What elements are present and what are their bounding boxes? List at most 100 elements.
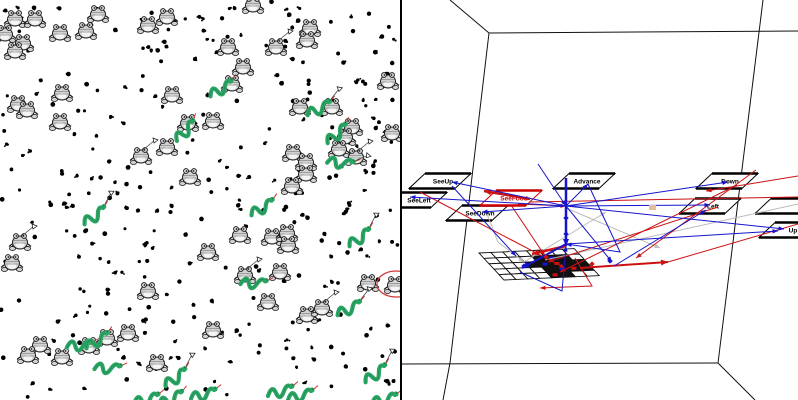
fly-sprite[interactable] [1, 112, 5, 117]
snake-sprite[interactable] [342, 211, 387, 249]
fly-sprite[interactable] [296, 6, 302, 11]
fly-sprite[interactable] [247, 322, 251, 326]
fly-sprite[interactable] [362, 366, 368, 372]
fly-sprite[interactable] [380, 354, 385, 358]
snake-sprite[interactable] [265, 381, 299, 400]
frog-sprite[interactable] [264, 28, 294, 56]
frog-sprite[interactable] [196, 243, 220, 261]
node-plate-seeup[interactable]: SeeUp [407, 172, 473, 190]
fly-sprite[interactable] [64, 229, 69, 233]
fly-sprite[interactable] [30, 220, 34, 224]
fly-sprite[interactable] [115, 190, 120, 196]
fly-sprite[interactable] [168, 356, 173, 360]
fly-sprite[interactable] [209, 298, 214, 304]
frog-sprite[interactable] [15, 101, 39, 119]
fly-sprite[interactable] [72, 132, 77, 137]
frog-sprite[interactable] [281, 144, 305, 162]
fly-sprite[interactable] [177, 279, 182, 284]
fly-sprite[interactable] [389, 140, 394, 144]
fly-sprite[interactable] [238, 207, 243, 211]
snake-sprite[interactable] [248, 193, 281, 218]
fly-sprite[interactable] [78, 287, 82, 291]
fly-sprite[interactable] [353, 80, 359, 85]
fly-sprite[interactable] [274, 72, 280, 78]
fly-sprite[interactable] [141, 46, 145, 51]
fly-sprite[interactable] [135, 208, 141, 213]
fly-sprite[interactable] [395, 243, 400, 247]
frog-sprite[interactable] [48, 24, 72, 42]
fly-sprite[interactable] [203, 346, 207, 351]
fly-sprite[interactable] [341, 60, 347, 65]
fly-sprite[interactable] [238, 145, 243, 150]
fly-sprite[interactable] [137, 259, 141, 264]
fly-sprite[interactable] [196, 14, 202, 19]
fly-sprite[interactable] [301, 116, 306, 122]
fly-sprite[interactable] [263, 141, 268, 146]
fly-sprite[interactable] [311, 357, 317, 362]
frog-sprite[interactable] [275, 224, 299, 242]
frog-sprite[interactable] [129, 137, 159, 165]
fly-sprite[interactable] [83, 228, 88, 234]
fly-sprite[interactable] [0, 307, 4, 312]
fly-sprite[interactable] [329, 254, 334, 259]
snake-sprite[interactable] [158, 351, 203, 389]
fly-sprite[interactable] [125, 164, 131, 170]
fly-sprite[interactable] [201, 28, 207, 33]
snake-sprite[interactable] [133, 389, 165, 400]
fly-sprite[interactable] [17, 188, 22, 192]
fly-sprite[interactable] [164, 44, 169, 49]
fly-sprite[interactable] [139, 88, 144, 93]
fly-sprite[interactable] [105, 291, 111, 296]
fly-sprite[interactable] [206, 177, 211, 183]
node-plate-unlabeled[interactable] [753, 197, 798, 215]
fly-sprite[interactable] [341, 211, 346, 216]
fly-sprite[interactable] [328, 344, 334, 350]
fly-sprite[interactable] [95, 88, 100, 93]
frog-sprite[interactable] [295, 306, 319, 324]
fly-sprite[interactable] [227, 359, 233, 364]
fly-sprite[interactable] [3, 142, 9, 147]
fly-sprite[interactable] [349, 14, 353, 19]
fly-sprite[interactable] [217, 158, 222, 163]
fly-sprite[interactable] [76, 254, 81, 259]
fly-sprite[interactable] [175, 355, 181, 361]
fly-sprite[interactable] [371, 170, 376, 175]
fly-sprite[interactable] [48, 387, 53, 391]
frog-sprite[interactable] [136, 282, 160, 300]
fly-sprite[interactable] [333, 173, 339, 178]
fly-sprite[interactable] [377, 120, 381, 125]
fly-sprite[interactable] [116, 347, 120, 352]
fly-sprite[interactable] [123, 227, 127, 231]
fly-sprite[interactable] [239, 32, 243, 37]
frog-sprite[interactable] [276, 236, 300, 254]
fly-sprite[interactable] [16, 298, 22, 303]
fly-sprite[interactable] [9, 167, 14, 172]
brain-canvas[interactable]: SeeUp SeeLeft SeeDown SeeFood Advance Down Lef… [402, 0, 798, 400]
fly-sprite[interactable] [82, 109, 87, 113]
fly-sprite[interactable] [74, 173, 79, 179]
frog-sprite[interactable] [216, 38, 240, 56]
fly-sprite[interactable] [124, 377, 130, 382]
fly-sprite[interactable] [283, 7, 289, 11]
frog-sprite[interactable] [145, 354, 169, 372]
fly-sprite[interactable] [310, 345, 314, 350]
fly-sprite[interactable] [302, 380, 308, 385]
fly-sprite[interactable] [283, 44, 288, 49]
fly-sprite[interactable] [225, 392, 229, 397]
fly-sprite[interactable] [329, 279, 334, 284]
fly-sprite[interactable] [235, 202, 241, 208]
fly-sprite[interactable] [337, 241, 342, 246]
fly-sprite[interactable] [102, 231, 108, 237]
fly-sprite[interactable] [372, 49, 378, 55]
frog-sprite[interactable] [155, 138, 179, 156]
frog-sprite[interactable] [268, 263, 292, 281]
fly-sprite[interactable] [48, 202, 54, 208]
fly-sprite[interactable] [192, 56, 198, 62]
fly-sprite[interactable] [282, 207, 287, 212]
frog-sprite[interactable] [0, 25, 17, 43]
fly-sprite[interactable] [150, 245, 155, 250]
fly-sprite[interactable] [72, 234, 77, 238]
fly-sprite[interactable] [370, 163, 376, 169]
frog-sprite[interactable] [294, 165, 318, 183]
frog-sprite[interactable] [241, 0, 265, 14]
